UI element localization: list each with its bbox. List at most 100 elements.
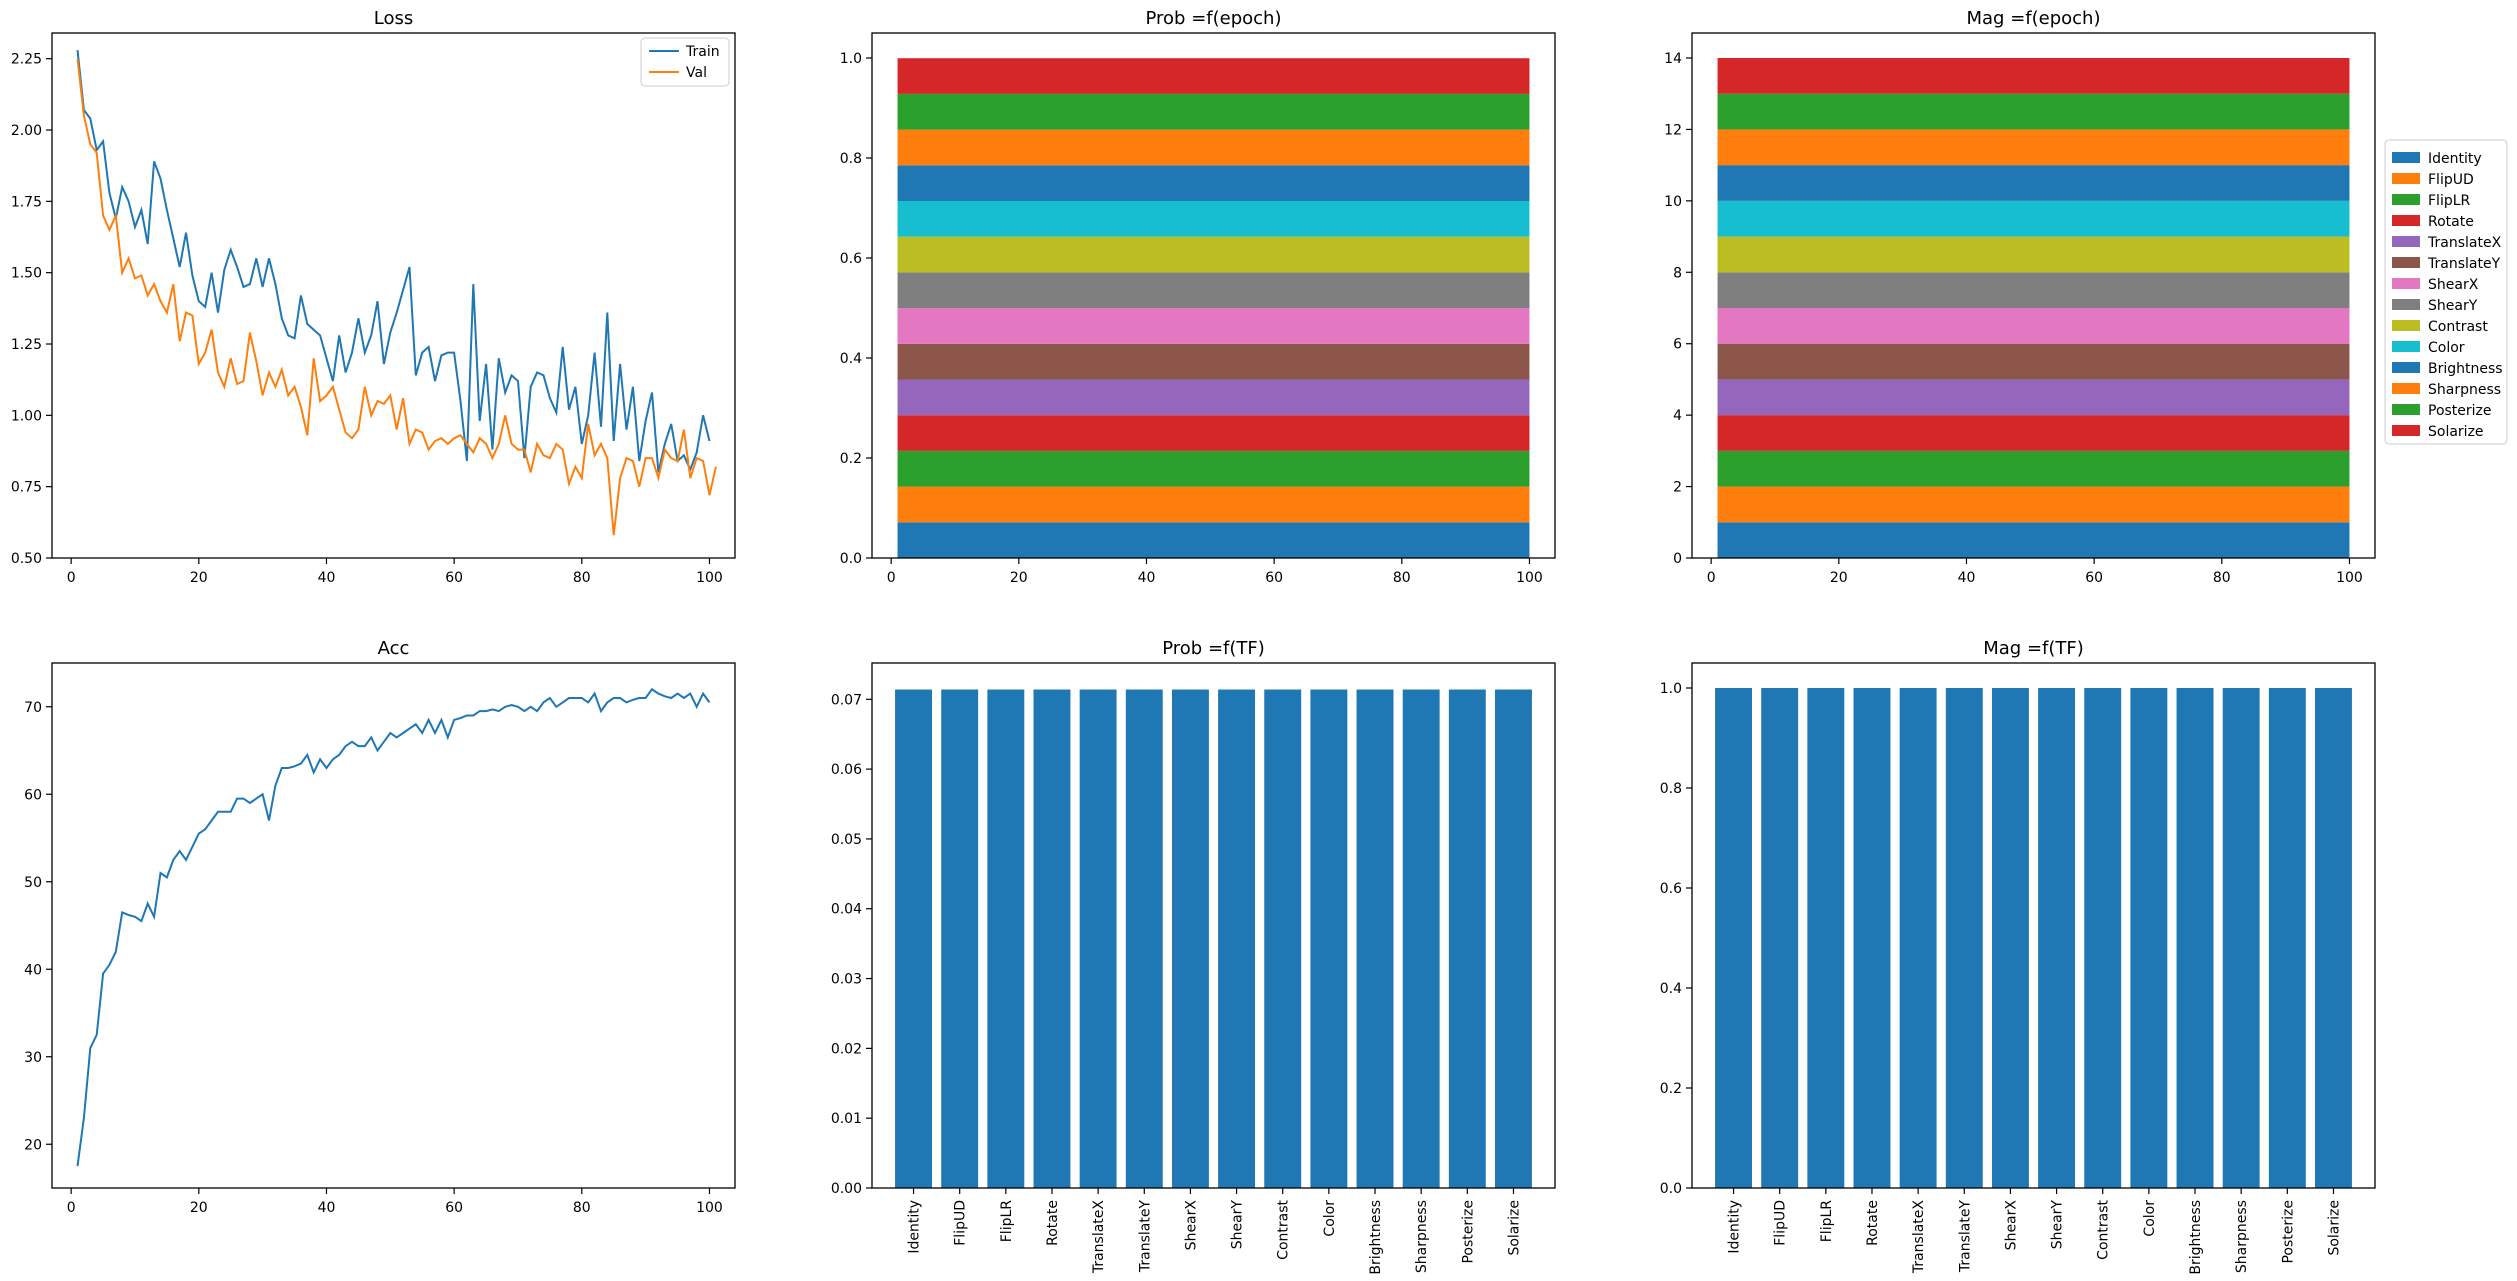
x-tick-label: TranslateX xyxy=(1911,1200,1927,1275)
y-tick-label: 0.75 xyxy=(11,480,42,496)
chart-title: Acc xyxy=(378,638,410,659)
y-tick-label: 4 xyxy=(1673,408,1682,424)
area-band-sheary xyxy=(1717,272,2350,308)
bar-translatex xyxy=(1079,689,1117,1188)
panel-prob-epoch: Prob =f(epoch) 0.0 0.2 0.4 0.6 0.8 1.0 0 20 40 60 8… xyxy=(840,8,1556,586)
x-tick-label: ShearX xyxy=(1183,1200,1199,1251)
y-tick-label: 12 xyxy=(1664,122,1682,138)
legend-label-fliplr: FlipLR xyxy=(2428,193,2471,209)
bar-brightness xyxy=(1356,689,1394,1188)
y-tick-label: 0.01 xyxy=(831,1111,862,1127)
legend-swatch-color xyxy=(2392,341,2420,352)
legend-swatch-brightness xyxy=(2392,362,2420,373)
plot-frame xyxy=(1691,32,2376,559)
chart-title: Mag =f(TF) xyxy=(1983,638,2084,659)
x-tick-label: 20 xyxy=(1830,570,1848,586)
legend-transforms: Identity FlipUD FlipLR Rotate TranslateX Tran… xyxy=(2384,139,2508,445)
legend-label-rotate: Rotate xyxy=(2428,214,2474,230)
area-band-fliplr xyxy=(897,450,1530,487)
x-tick-label: 80 xyxy=(573,1200,591,1216)
bar-flipud xyxy=(941,689,979,1188)
legend-label-sharpness: Sharpness xyxy=(2428,382,2501,398)
x-tick-label: 100 xyxy=(696,570,723,586)
y-tick-label: 2 xyxy=(1673,480,1682,496)
area-band-solarize xyxy=(897,58,1530,94)
bar-rotate xyxy=(1853,688,1891,1188)
x-tick-label: 60 xyxy=(2085,570,2103,586)
x-tick-label: FlipUD xyxy=(1773,1200,1789,1246)
plot-frame xyxy=(51,662,736,1189)
chart-title: Loss xyxy=(374,8,413,29)
area-band-flipud xyxy=(897,486,1530,523)
bar-translatey xyxy=(1125,689,1163,1188)
x-tick-label: 40 xyxy=(318,1200,336,1216)
area-band-sharpness xyxy=(897,129,1530,166)
y-tick-label: 8 xyxy=(1673,265,1682,281)
y-tick-label: 50 xyxy=(24,875,42,891)
x-tick-label: 60 xyxy=(1265,570,1283,586)
x-tick-label: 60 xyxy=(445,1200,463,1216)
series-line-val xyxy=(76,58,717,536)
legend-label-translatey: TranslateY xyxy=(2427,256,2501,272)
legend-swatch-translatex xyxy=(2392,236,2420,247)
bar-contrast xyxy=(1264,689,1302,1188)
series-line-train xyxy=(76,49,711,473)
legend-label-contrast: Contrast xyxy=(2428,319,2488,335)
chart-title: Prob =f(TF) xyxy=(1162,638,1265,659)
y-tick-label: 0.6 xyxy=(840,251,862,267)
area-band-rotate xyxy=(897,415,1530,451)
y-tick-label: 0.6 xyxy=(1660,881,1682,897)
panel-acc: Acc 20 30 40 50 60 70 0 20 40 60 80 100 xyxy=(24,638,736,1216)
x-tick-label: 100 xyxy=(1516,570,1543,586)
y-tick-label: 30 xyxy=(24,1050,42,1066)
y-tick-label: 1.25 xyxy=(11,337,42,353)
legend-label-identity: Identity xyxy=(2428,151,2482,167)
x-tick-label: 80 xyxy=(573,570,591,586)
legend-swatch-solarize xyxy=(2392,425,2420,436)
legend-swatch-translatey xyxy=(2392,257,2420,268)
legend-label-train: Train xyxy=(685,44,720,60)
legend-label-flipud: FlipUD xyxy=(2428,172,2474,188)
y-tick-label: 0.8 xyxy=(1660,781,1682,797)
y-tick-label: 60 xyxy=(24,787,42,803)
y-tick-label: 0 xyxy=(1673,551,1682,567)
y-tick-label: 0.04 xyxy=(831,902,862,918)
chart-title: Mag =f(epoch) xyxy=(1967,8,2101,29)
area-band-color xyxy=(1717,200,2350,237)
x-tick-label: Posterize xyxy=(2280,1200,2296,1264)
legend-label-val: Val xyxy=(686,65,707,81)
area-band-identity xyxy=(1717,522,2350,558)
panel-prob-tf: Prob =f(TF) 0.00 0.01 0.02 0.03 0.04 0.05 0.06 0… xyxy=(831,638,1556,1275)
bar-posterize xyxy=(1448,689,1486,1188)
plot-frame xyxy=(871,662,1556,1189)
y-tick-label: 0.50 xyxy=(11,551,42,567)
bar-solarize xyxy=(2315,688,2352,1188)
area-band-fliplr xyxy=(1717,450,2350,487)
y-tick-label: 0.03 xyxy=(831,972,862,988)
y-tick-label: 0.2 xyxy=(840,451,862,467)
bar-sheary xyxy=(2038,688,2076,1188)
x-tick-label: 100 xyxy=(696,1200,723,1216)
area-band-sheary xyxy=(897,272,1530,309)
area-band-translatey xyxy=(1717,343,2350,380)
x-tick-label: 0 xyxy=(67,1200,76,1216)
y-tick-label: 40 xyxy=(24,962,42,978)
area-band-sharpness xyxy=(1717,129,2350,166)
x-tick-label: Identity xyxy=(1727,1200,1743,1254)
x-tick-label: ShearY xyxy=(1230,1200,1246,1250)
bar-posterize xyxy=(2268,688,2306,1188)
panel-loss: Loss 0.50 0.75 1.00 1.25 1.50 1.75 2.00 2.25 0 20 4… xyxy=(11,8,736,586)
area-band-posterize xyxy=(1717,93,2350,130)
x-tick-label: ShearX xyxy=(2003,1200,2019,1251)
x-tick-label: Posterize xyxy=(1460,1200,1476,1264)
legend-loss: Train Val xyxy=(640,37,730,87)
x-tick-label: 60 xyxy=(445,570,463,586)
legend-swatch-rotate xyxy=(2392,215,2420,226)
bar-identity xyxy=(1715,688,1752,1188)
bar-color xyxy=(2130,688,2168,1188)
area-band-translatex xyxy=(897,379,1530,416)
y-tick-label: 1.75 xyxy=(11,194,42,210)
y-tick-label: 0.05 xyxy=(831,832,862,848)
bar-fliplr xyxy=(987,689,1025,1188)
bar-rotate xyxy=(1033,689,1071,1188)
